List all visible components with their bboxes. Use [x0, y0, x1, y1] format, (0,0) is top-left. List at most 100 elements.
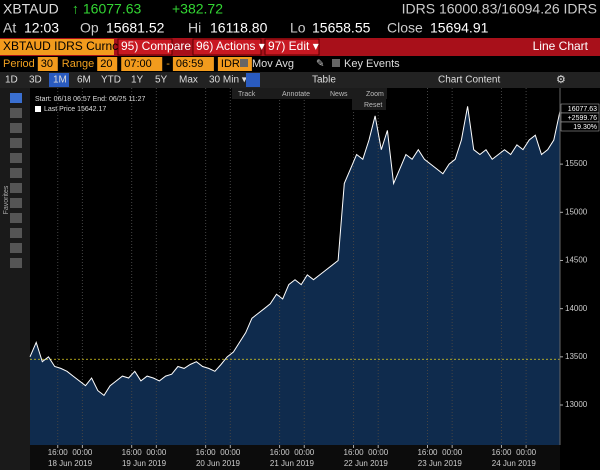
tool-icon[interactable]: [10, 258, 22, 268]
option-label[interactable]: Mov Avg: [252, 58, 294, 70]
tool-icon[interactable]: [10, 123, 22, 133]
chart-tool[interactable]: Reset: [364, 102, 382, 109]
legend-series: Last Price 15642.17: [44, 106, 106, 113]
x-tick-label: 16:00: [196, 448, 217, 457]
menu-button[interactable]: [192, 38, 262, 56]
tool-icon[interactable]: [10, 213, 22, 223]
menu-button[interactable]: [117, 38, 173, 56]
setting-input[interactable]: [37, 57, 58, 71]
ohlc-label: Op: [80, 20, 99, 36]
setting-input[interactable]: [121, 57, 163, 71]
y-tick-label: 13500: [565, 352, 588, 361]
ohlc-label: At: [3, 20, 16, 36]
period-button[interactable]: YTD: [101, 75, 121, 86]
menu-button-label[interactable]: 96) Actions ▾: [196, 39, 265, 53]
setting-input[interactable]: [172, 57, 214, 71]
period-button[interactable]: 1M: [53, 75, 67, 86]
x-tick-label: 00:00: [442, 448, 463, 457]
checkbox[interactable]: [332, 59, 340, 67]
tool-panel: [0, 88, 30, 470]
view-tab[interactable]: Table: [312, 75, 336, 86]
menu-button-label[interactable]: 95) Compare: [121, 39, 191, 53]
x-tick-label: 00:00: [146, 448, 167, 457]
y-tick-label: 13000: [565, 400, 588, 409]
x-axis-band: [30, 445, 560, 470]
setting-value[interactable]: 07:00: [124, 58, 152, 70]
y-tick-label: 14500: [565, 256, 588, 265]
period-button[interactable]: 1Y: [131, 75, 144, 86]
chart-tool[interactable]: Track: [238, 91, 256, 98]
chart-type-button[interactable]: [246, 73, 260, 87]
tool-icon[interactable]: [10, 183, 22, 193]
chart-tool[interactable]: News: [330, 91, 348, 98]
tool-icon[interactable]: [10, 228, 22, 238]
date-label: 22 Jun 2019: [344, 459, 389, 468]
period-bar: [0, 72, 600, 88]
checkbox[interactable]: [240, 59, 248, 67]
pencil-icon: ✎: [316, 59, 324, 70]
ohlc-value: 12:03: [24, 20, 59, 36]
legend-range: Start: 06/18 06:57 End: 06/25 11:27: [35, 96, 146, 103]
x-tick-label: 16:00: [344, 448, 365, 457]
setting-label: Range: [62, 58, 94, 70]
price-tag-label: 19.30%: [573, 124, 597, 131]
period-button[interactable]: 1D: [5, 75, 18, 86]
y-tick-label: 14000: [565, 304, 588, 313]
y-tick-label: 15000: [565, 207, 588, 216]
ohlc-value: 16118.80: [210, 20, 268, 36]
view-tab[interactable]: Chart Content: [438, 75, 500, 86]
tool-icon[interactable]: [10, 138, 22, 148]
setting-value[interactable]: 06:59: [176, 58, 204, 70]
ticker: XBTAUD: [3, 1, 59, 17]
period-button[interactable]: 3D: [29, 75, 42, 86]
reset-button[interactable]: [352, 99, 386, 110]
x-tick-label: 00:00: [220, 448, 241, 457]
chart-tool[interactable]: Zoom: [366, 91, 384, 98]
ohlc-value: 15658.55: [312, 20, 371, 36]
price-tag: [560, 121, 600, 132]
date-label: 21 Jun 2019: [270, 459, 315, 468]
period-button[interactable]: 30 Min ▾: [209, 75, 247, 86]
view-title: Line Chart: [533, 39, 589, 53]
toolbar-label: Favorites: [3, 185, 10, 214]
tool-icon[interactable]: [10, 243, 22, 253]
ohlc-label: Lo: [290, 20, 306, 36]
tools-bar: [232, 88, 387, 99]
ohlc-value: 15694.91: [430, 20, 489, 36]
date-label: 20 Jun 2019: [196, 459, 241, 468]
change: +382.72: [172, 1, 223, 17]
x-tick-label: 00:00: [368, 448, 389, 457]
price-line: [29, 106, 561, 397]
tool-icon[interactable]: [10, 93, 22, 103]
setting-value[interactable]: 30: [41, 58, 53, 70]
setting-label: -: [166, 58, 170, 70]
x-tick-label: 16:00: [491, 448, 512, 457]
tool-icon[interactable]: [10, 168, 22, 178]
date-label: 23 Jun 2019: [418, 459, 463, 468]
setting-value[interactable]: 20: [100, 58, 112, 70]
tool-icon[interactable]: [10, 198, 22, 208]
period-button[interactable]: 5Y: [155, 75, 168, 86]
setting-input[interactable]: [97, 57, 118, 71]
tool-icon[interactable]: [10, 108, 22, 118]
x-tick-label: 16:00: [48, 448, 69, 457]
setting-label: Period: [3, 58, 35, 70]
date-label: 24 Jun 2019: [492, 459, 537, 468]
option-label[interactable]: Key Events: [344, 58, 400, 70]
period-button[interactable]: 6M: [77, 75, 91, 86]
last-price: ↑ 16077.63: [72, 1, 141, 17]
menu-button-label[interactable]: 97) Edit ▾: [268, 39, 319, 53]
settings-icon[interactable]: ⚙: [556, 74, 566, 86]
date-label: 18 Jun 2019: [48, 459, 93, 468]
ohlc-value: 15681.52: [106, 20, 165, 36]
menu-button[interactable]: [264, 38, 320, 56]
date-label: 19 Jun 2019: [122, 459, 167, 468]
period-button[interactable]: Max: [179, 75, 198, 86]
x-tick-label: 16:00: [417, 448, 438, 457]
price-tag-label: +2599.76: [568, 115, 597, 122]
x-tick-label: 00:00: [72, 448, 93, 457]
tool-icon[interactable]: [10, 153, 22, 163]
price-tag-label: 16077.63: [568, 106, 597, 113]
chart-tool[interactable]: Annotate: [282, 91, 310, 98]
